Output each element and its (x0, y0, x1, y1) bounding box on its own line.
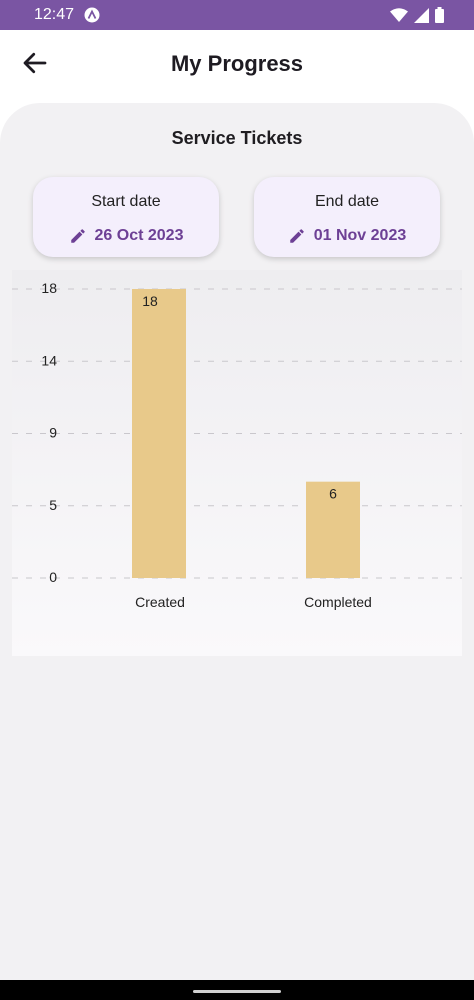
navigation-bar (0, 980, 474, 1000)
end-date-value: 01 Nov 2023 (313, 227, 407, 244)
end-date-label: End date (314, 193, 380, 210)
y-tick-label: 0 (49, 569, 57, 585)
y-tick-label: 14 (41, 352, 57, 368)
pencil-icon (70, 229, 85, 243)
y-tick-label: 9 (49, 425, 57, 441)
chart-area: 0 5 9 14 18 18 Created 6 Completed (12, 270, 462, 656)
start-date-label: Start date (91, 193, 161, 210)
home-gesture-handle[interactable] (193, 990, 281, 993)
bar-value-label: 18 (142, 293, 158, 309)
x-category-label: Created (135, 594, 185, 610)
bar (132, 289, 186, 578)
battery-icon (435, 7, 444, 23)
signal-icon (414, 7, 429, 23)
status-time: 12:47 (34, 6, 75, 23)
page-title: My Progress (170, 51, 304, 76)
bar-value-label: 6 (329, 486, 337, 502)
app-bar: My Progress (0, 30, 474, 100)
x-category-label: Completed (304, 594, 372, 610)
pencil-icon (289, 229, 304, 243)
wifi-icon (390, 7, 408, 22)
bar (306, 481, 360, 578)
app-notification-icon (84, 7, 100, 23)
bar-chart: 0 5 9 14 18 18 Created 6 Completed (12, 280, 462, 610)
section-title: Service Tickets (171, 128, 303, 148)
status-bar: 12:47 (0, 0, 474, 30)
y-tick-label: 18 (41, 280, 57, 296)
y-tick-label: 5 (49, 497, 57, 513)
back-arrow-icon[interactable] (20, 48, 50, 78)
start-date-card[interactable]: Start date 26 Oct 2023 (33, 177, 219, 257)
end-date-card[interactable]: End date 01 Nov 2023 (254, 177, 440, 257)
start-date-value: 26 Oct 2023 (94, 227, 184, 244)
